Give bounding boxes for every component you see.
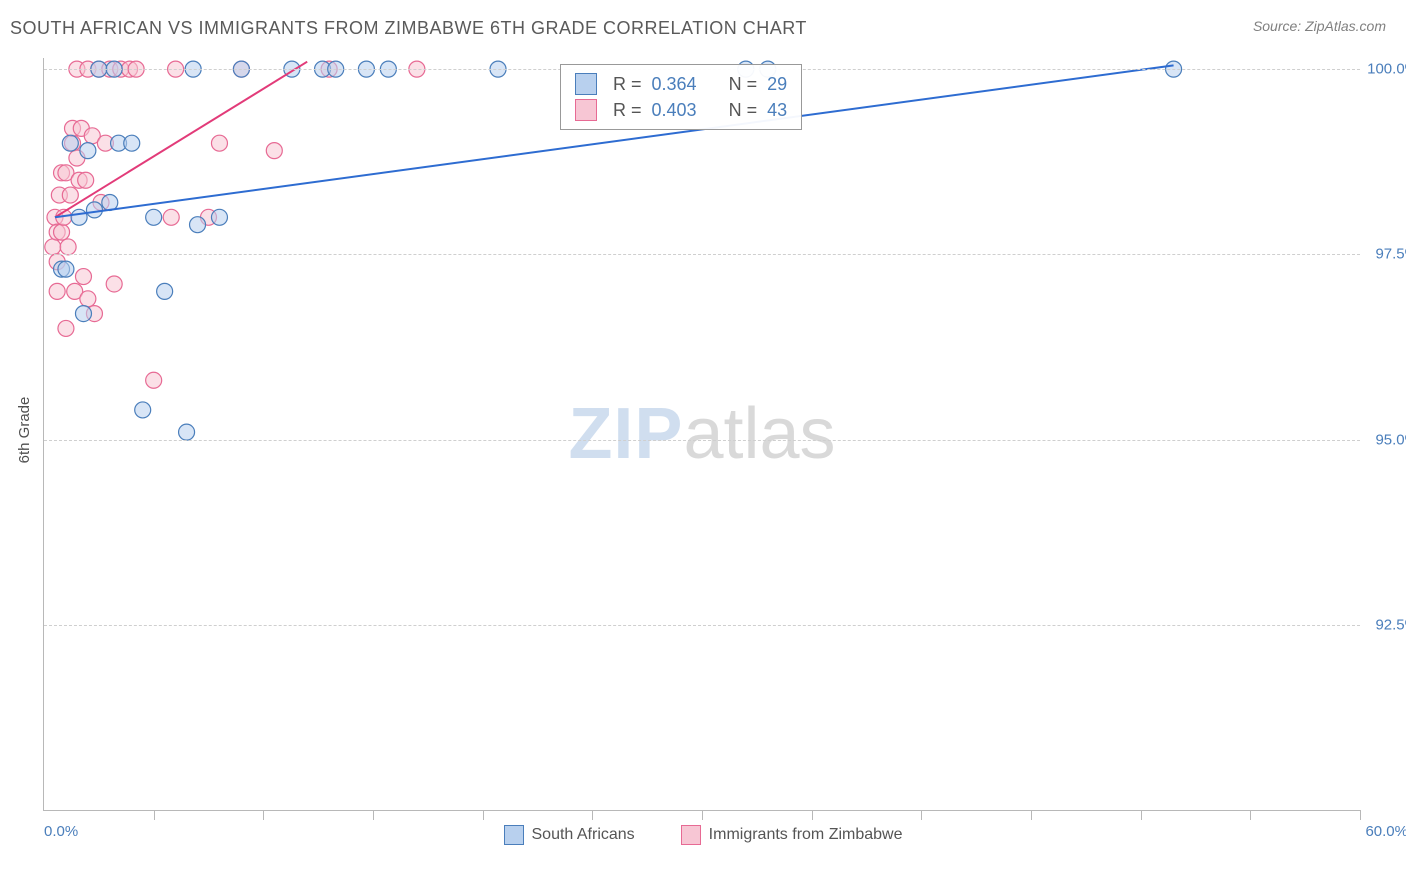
hgrid <box>44 254 1360 255</box>
stat-n-label: N = <box>729 74 758 95</box>
xtick <box>154 810 155 820</box>
scatter-point <box>106 276 122 292</box>
xtick <box>812 810 813 820</box>
stat-r-a: 0.364 <box>652 74 697 95</box>
scatter-point <box>146 372 162 388</box>
xtick <box>702 810 703 820</box>
scatter-point <box>146 209 162 225</box>
scatter-point <box>102 194 118 210</box>
scatter-point <box>179 424 195 440</box>
xtick <box>263 810 264 820</box>
xtick <box>1141 810 1142 820</box>
source-label: Source: ZipAtlas.com <box>1253 18 1386 34</box>
xtick <box>1031 810 1032 820</box>
scatter-point <box>80 291 96 307</box>
stats-row-b: R = 0.403 N = 43 <box>575 97 787 123</box>
swatch-b <box>681 825 701 845</box>
plot-area: ZIPatlas 92.5%95.0%97.5%100.0%0.0%60.0% <box>43 58 1360 811</box>
scatter-point <box>266 143 282 159</box>
scatter-point <box>80 143 96 159</box>
y-axis-label: 6th Grade <box>16 397 33 464</box>
xtick <box>373 810 374 820</box>
scatter-point <box>190 217 206 233</box>
xtick <box>921 810 922 820</box>
ytick-label: 95.0% <box>1364 431 1406 448</box>
ytick-label: 100.0% <box>1364 61 1406 78</box>
stat-n-b: 43 <box>767 100 787 121</box>
stats-swatch-b <box>575 99 597 121</box>
scatter-point <box>60 239 76 255</box>
stat-r-label: R = <box>613 74 642 95</box>
legend-label-b: Immigrants from Zimbabwe <box>709 826 903 844</box>
scatter-point <box>62 135 78 151</box>
legend-item-a: South Africans <box>504 825 635 845</box>
scatter-point <box>49 283 65 299</box>
scatter-point <box>75 306 91 322</box>
scatter-point <box>62 187 78 203</box>
scatter-point <box>135 402 151 418</box>
scatter-point <box>45 239 61 255</box>
scatter-point <box>54 224 70 240</box>
stat-n-label-b: N = <box>729 100 758 121</box>
scatter-svg <box>44 58 1360 810</box>
ytick-label: 97.5% <box>1364 246 1406 263</box>
stats-row-a: R = 0.364 N = 29 <box>575 71 787 97</box>
scatter-point <box>124 135 140 151</box>
scatter-point <box>157 283 173 299</box>
chart-title: SOUTH AFRICAN VS IMMIGRANTS FROM ZIMBABW… <box>10 18 807 38</box>
ytick-label: 92.5% <box>1364 616 1406 633</box>
scatter-point <box>78 172 94 188</box>
legend-bottom: South Africans Immigrants from Zimbabwe <box>0 825 1406 850</box>
swatch-a <box>504 825 524 845</box>
xtick <box>592 810 593 820</box>
scatter-point <box>58 261 74 277</box>
legend-item-b: Immigrants from Zimbabwe <box>681 825 903 845</box>
scatter-point <box>211 209 227 225</box>
scatter-point <box>211 135 227 151</box>
legend-label-a: South Africans <box>532 826 635 844</box>
stat-n-a: 29 <box>767 74 787 95</box>
scatter-point <box>75 269 91 285</box>
hgrid <box>44 625 1360 626</box>
scatter-point <box>58 320 74 336</box>
stat-r-b: 0.403 <box>652 100 697 121</box>
stats-box: R = 0.364 N = 29 R = 0.403 N = 43 <box>560 64 802 130</box>
stat-r-label-b: R = <box>613 100 642 121</box>
xtick <box>1250 810 1251 820</box>
stats-swatch-a <box>575 73 597 95</box>
scatter-point <box>86 202 102 218</box>
xtick <box>483 810 484 820</box>
hgrid <box>44 440 1360 441</box>
scatter-point <box>71 209 87 225</box>
xtick <box>1360 810 1361 820</box>
scatter-point <box>163 209 179 225</box>
